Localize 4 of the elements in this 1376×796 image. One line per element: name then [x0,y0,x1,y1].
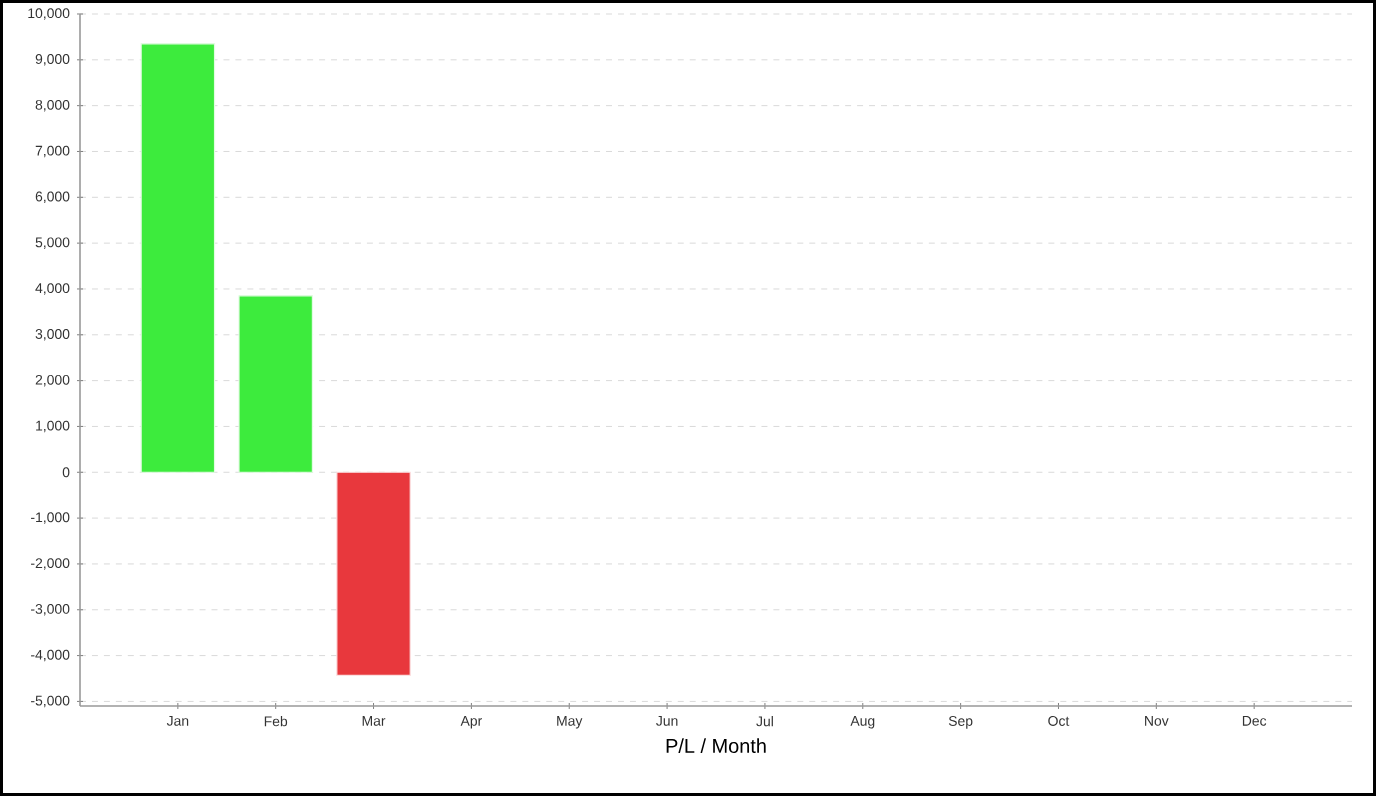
bar [238,295,313,473]
bar [140,43,216,473]
bar [336,471,411,676]
x-axis-title: P/L / Month [666,738,766,753]
